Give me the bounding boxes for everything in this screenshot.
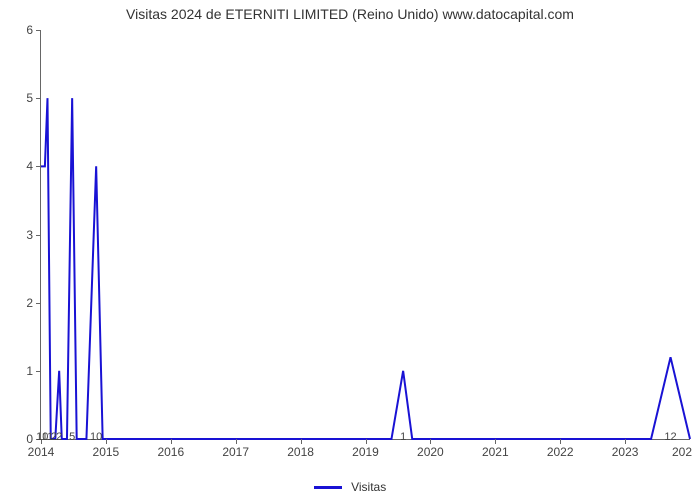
y-tick-label: 0 <box>26 432 33 446</box>
chart-title: Visitas 2024 de ETERNITI LIMITED (Reino … <box>0 6 700 22</box>
x-tick <box>625 439 626 444</box>
x-tick-label: 2023 <box>612 445 639 459</box>
peak-label: 1 <box>400 431 406 443</box>
y-tick <box>36 98 41 99</box>
x-tick-label: 202 <box>672 445 692 459</box>
x-tick-label: 2016 <box>157 445 184 459</box>
peak-label: 5 <box>69 431 75 443</box>
x-tick-label: 2020 <box>417 445 444 459</box>
chart-container: Visitas 2024 de ETERNITI LIMITED (Reino … <box>0 0 700 500</box>
y-tick <box>36 371 41 372</box>
y-tick-label: 5 <box>26 91 33 105</box>
x-tick-label: 2019 <box>352 445 379 459</box>
x-tick-label: 2015 <box>93 445 120 459</box>
y-tick <box>36 235 41 236</box>
peak-label: 12 <box>664 431 676 443</box>
peak-label: 2 <box>56 431 62 443</box>
plot-area: 0123456201420152016201720182019202020212… <box>40 30 690 440</box>
x-tick <box>236 439 237 444</box>
x-tick-label: 2022 <box>547 445 574 459</box>
y-tick <box>36 30 41 31</box>
x-tick-label: 2017 <box>222 445 249 459</box>
x-tick <box>560 439 561 444</box>
y-tick <box>36 166 41 167</box>
x-tick <box>430 439 431 444</box>
x-tick-label: 2021 <box>482 445 509 459</box>
legend-label: Visitas <box>351 480 386 494</box>
peak-label: 10 <box>90 431 102 443</box>
y-tick <box>36 303 41 304</box>
x-tick-label: 2018 <box>287 445 314 459</box>
y-tick-label: 1 <box>26 364 33 378</box>
x-tick <box>301 439 302 444</box>
x-tick-label: 2014 <box>28 445 55 459</box>
y-tick-label: 4 <box>26 159 33 173</box>
y-tick-label: 2 <box>26 296 33 310</box>
legend: Visitas <box>0 479 700 494</box>
legend-swatch <box>314 486 342 489</box>
line-series <box>41 30 690 439</box>
y-tick-label: 6 <box>26 23 33 37</box>
x-tick <box>106 439 107 444</box>
y-tick-label: 3 <box>26 228 33 242</box>
x-tick <box>171 439 172 444</box>
x-tick <box>495 439 496 444</box>
x-tick <box>366 439 367 444</box>
